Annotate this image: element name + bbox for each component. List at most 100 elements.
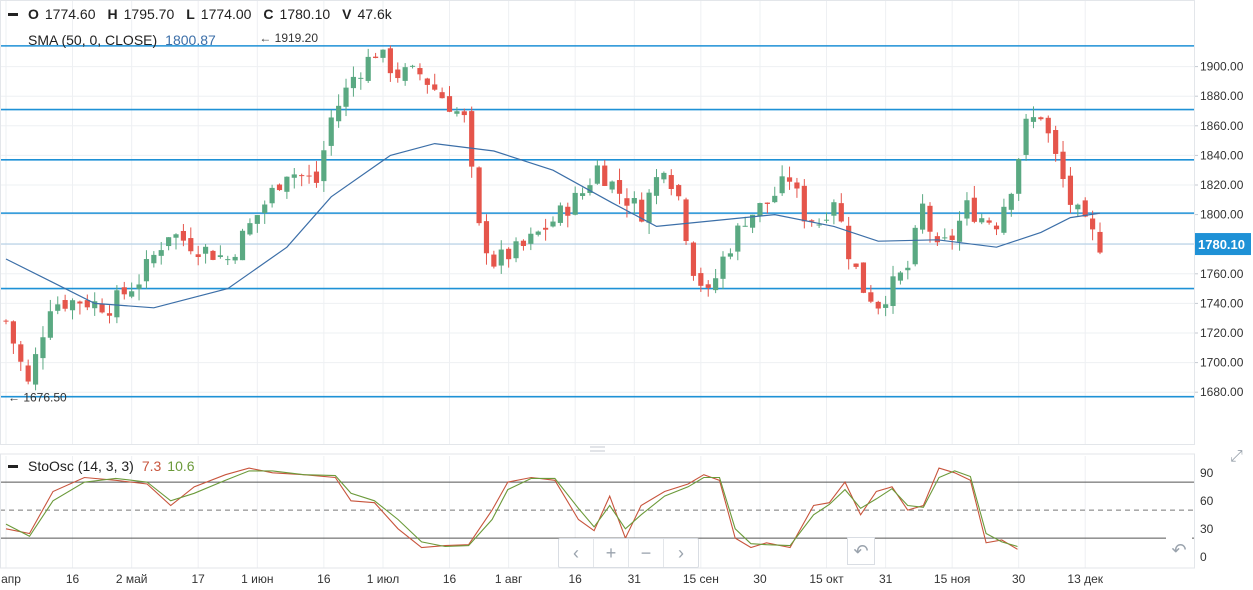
scroll-forward-button[interactable]: › bbox=[678, 542, 684, 563]
candle-body bbox=[1075, 204, 1081, 210]
expand-icon[interactable]: ⤢ bbox=[1230, 448, 1243, 465]
candle-body bbox=[99, 303, 105, 313]
candle-body bbox=[720, 256, 726, 279]
candle-body bbox=[269, 187, 275, 204]
candle-body bbox=[121, 287, 127, 295]
candle-body bbox=[897, 272, 904, 281]
candle-body bbox=[853, 263, 859, 267]
candle-body bbox=[284, 176, 290, 192]
candle-body bbox=[993, 225, 1000, 230]
candle-body bbox=[1038, 117, 1044, 120]
candle-body bbox=[299, 175, 305, 177]
collapse-dash-icon[interactable] bbox=[8, 464, 18, 468]
current-price-tag bbox=[1195, 233, 1251, 256]
candle-body bbox=[313, 171, 320, 183]
stoch-legend[interactable]: StoOsc (14, 3, 3) 7.3 10.6 bbox=[8, 458, 195, 474]
candle-body bbox=[749, 214, 756, 228]
sma-value: 1800.87 bbox=[165, 32, 216, 48]
candle-body bbox=[25, 365, 31, 382]
candle-body bbox=[195, 254, 201, 258]
chart-nav-panel: ‹ + − › bbox=[558, 538, 699, 568]
reset-chart-button[interactable]: ↶ bbox=[847, 537, 875, 565]
stoch-d-value: 10.6 bbox=[167, 458, 195, 474]
time-tick-label: 1 июл bbox=[367, 572, 399, 586]
candlestick-series bbox=[3, 45, 1103, 391]
price-tick-label: 1680.00 bbox=[1200, 385, 1244, 399]
candle-body bbox=[188, 238, 194, 252]
candle-body bbox=[129, 291, 135, 297]
candle-body bbox=[979, 218, 985, 223]
high-label: H bbox=[107, 6, 118, 22]
candle-body bbox=[506, 248, 512, 260]
candle-body bbox=[639, 199, 645, 222]
zoom-in-button[interactable]: + bbox=[594, 539, 629, 567]
stoch-tick-label: 30 bbox=[1200, 522, 1214, 536]
zoom-out-button[interactable]: − bbox=[629, 539, 664, 567]
candle-body bbox=[1097, 231, 1103, 253]
candle-body bbox=[62, 300, 68, 309]
candle-body bbox=[217, 255, 223, 258]
extreme-annotation: ← 1676.50 bbox=[8, 390, 67, 404]
price-tick-label: 1860.00 bbox=[1200, 119, 1244, 133]
candle-body bbox=[158, 250, 164, 256]
time-tick-label: 30 bbox=[1012, 572, 1026, 586]
time-tick-label: 16 bbox=[568, 572, 582, 586]
price-tick-label: 1900.00 bbox=[1200, 60, 1244, 74]
candle-body bbox=[254, 215, 260, 224]
stoch-tick-label: 90 bbox=[1200, 466, 1214, 480]
reset-axis-button[interactable]: ↶ bbox=[1166, 537, 1192, 563]
price-pane-border bbox=[0, 0, 1195, 445]
time-tick-label: 16 bbox=[66, 572, 80, 586]
candle-body bbox=[883, 304, 889, 308]
price-tick-label: 1820.00 bbox=[1200, 178, 1244, 192]
candle-body bbox=[306, 175, 312, 177]
stoch-tick-label: 0 bbox=[1200, 550, 1207, 564]
candle-body bbox=[868, 292, 874, 302]
candle-body bbox=[1001, 206, 1007, 233]
candle-body bbox=[395, 69, 401, 79]
candle-body bbox=[550, 221, 556, 227]
candle-body bbox=[779, 176, 785, 194]
candle-body bbox=[786, 177, 793, 182]
candle-body bbox=[469, 111, 475, 167]
candle-body bbox=[350, 76, 357, 89]
volume-label: V bbox=[342, 6, 352, 22]
candle-body bbox=[942, 237, 948, 239]
low-value: 1774.00 bbox=[200, 6, 252, 22]
candle-body bbox=[417, 68, 423, 75]
stoch-line-d bbox=[5, 470, 1018, 548]
stoch-k-value: 7.3 bbox=[141, 458, 162, 474]
price-annotations: ← 1919.20 ← 1676.50 bbox=[8, 31, 318, 404]
price-grid bbox=[0, 0, 1194, 444]
horizontal-levels bbox=[0, 45, 1194, 398]
time-tick-label: 16 bbox=[443, 572, 457, 586]
candle-body bbox=[587, 185, 593, 193]
candle-body bbox=[336, 105, 342, 122]
candle-body bbox=[365, 56, 371, 81]
candle-body bbox=[47, 311, 53, 338]
candle-body bbox=[151, 254, 157, 264]
candle-body bbox=[18, 344, 24, 362]
high-value: 1795.70 bbox=[123, 6, 175, 22]
candle-body bbox=[602, 165, 608, 186]
sma-legend[interactable]: SMA (50, 0, CLOSE) 1800.87 bbox=[28, 32, 216, 48]
sma-line bbox=[5, 142, 1101, 309]
candle-body bbox=[594, 165, 600, 184]
candle-body bbox=[106, 313, 113, 316]
candle-body bbox=[432, 84, 438, 90]
candle-body bbox=[513, 241, 519, 259]
candle-body bbox=[653, 177, 660, 196]
candle-body bbox=[461, 111, 467, 116]
scroll-back-button[interactable]: ‹ bbox=[559, 539, 594, 567]
candle-body bbox=[1008, 193, 1014, 210]
collapse-dash-icon[interactable] bbox=[8, 12, 18, 16]
open-value: 1774.60 bbox=[44, 6, 96, 22]
volume-value: 47.6k bbox=[357, 6, 392, 22]
candle-body bbox=[735, 225, 741, 252]
candle-body bbox=[321, 150, 327, 182]
candle-body bbox=[668, 175, 674, 190]
candle-body bbox=[609, 181, 615, 190]
candle-body bbox=[823, 219, 830, 221]
candle-body bbox=[454, 111, 460, 114]
